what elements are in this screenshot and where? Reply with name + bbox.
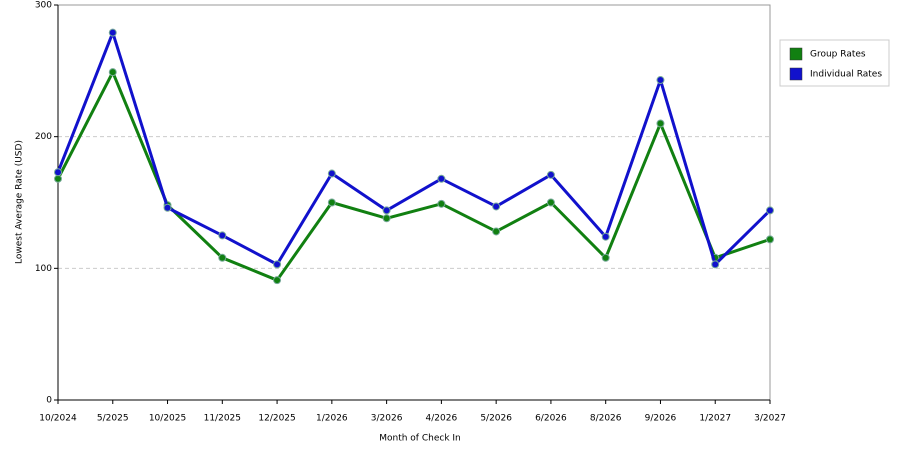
data-point	[492, 202, 501, 211]
data-point	[273, 260, 282, 269]
data-point	[437, 174, 446, 183]
x-tick-label: 11/2025	[204, 414, 241, 424]
y-tick-label: 300	[35, 1, 52, 11]
data-point	[601, 253, 610, 262]
x-axis-label: Month of Check In	[379, 434, 461, 444]
x-tick-label: 4/2026	[426, 414, 458, 424]
data-point	[437, 199, 446, 208]
data-point	[656, 76, 665, 85]
plot-area	[57, 4, 771, 401]
data-point	[601, 232, 610, 241]
x-tick-label: 10/2024	[39, 414, 77, 424]
x-tick-label: 1/2027	[699, 414, 731, 424]
data-point	[382, 214, 391, 223]
data-point	[546, 198, 555, 207]
data-point	[163, 203, 172, 212]
data-point	[54, 174, 62, 183]
x-tick-label: 9/2026	[645, 414, 677, 424]
data-point	[108, 68, 117, 77]
data-point	[766, 235, 774, 244]
series-line	[56, 31, 772, 266]
x-tick-label: 5/2025	[97, 414, 129, 424]
y-tick-label: 0	[46, 396, 52, 406]
data-point	[218, 253, 227, 262]
data-point	[218, 231, 227, 240]
data-point	[546, 170, 555, 179]
y-axis-label: Lowest Average Rate (USD)	[15, 140, 25, 264]
data-point	[492, 227, 501, 236]
data-point	[766, 206, 774, 215]
data-point	[711, 260, 720, 269]
x-tick-label: 12/2025	[258, 414, 295, 424]
data-point	[273, 276, 282, 285]
x-tick-label: 3/2027	[754, 414, 786, 424]
legend-label: Individual Rates	[810, 70, 882, 80]
x-tick-label: 5/2026	[480, 414, 512, 424]
legend-label: Group Rates	[810, 50, 866, 60]
data-point	[108, 28, 117, 37]
x-tick-label: 10/2025	[149, 414, 186, 424]
x-tick-label: 8/2026	[590, 414, 622, 424]
legend-swatch	[789, 47, 803, 61]
data-point	[656, 119, 665, 128]
x-tick-label: 3/2026	[371, 414, 403, 424]
data-point	[327, 198, 336, 207]
legend-swatch	[789, 67, 803, 81]
data-point	[382, 206, 391, 215]
legend: Group Rates Individual Rates	[779, 39, 890, 87]
x-tick-label: 6/2026	[535, 414, 567, 424]
data-point	[327, 169, 336, 178]
x-tick-label: 1/2026	[316, 414, 348, 424]
y-tick-label: 200	[35, 132, 52, 142]
y-tick-label: 100	[35, 264, 52, 274]
data-point	[54, 168, 62, 177]
